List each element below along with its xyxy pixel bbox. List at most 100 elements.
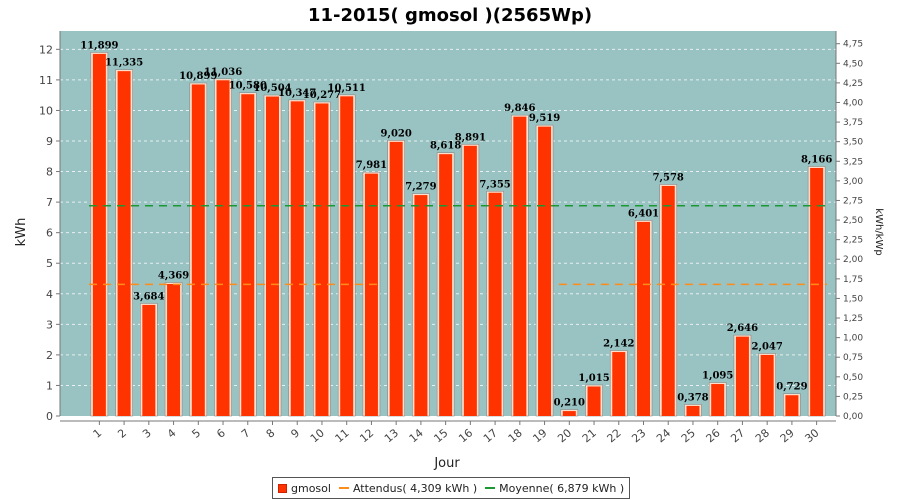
bar xyxy=(513,116,527,417)
bar xyxy=(735,336,749,416)
legend-label-gmosol: gmosol xyxy=(291,481,331,495)
data-label: 11,899 xyxy=(80,40,118,51)
bar xyxy=(167,284,181,416)
y-axis-right-label: kWh/kWp xyxy=(873,208,884,255)
y-tick-label: 10 xyxy=(39,104,53,117)
y-tick-label: 0 xyxy=(46,410,53,423)
y-right-tick-label: 0,25 xyxy=(843,392,863,402)
data-label: 6,401 xyxy=(628,208,659,219)
bar xyxy=(414,195,428,416)
data-label: 0,210 xyxy=(554,398,585,409)
y-tick-label: 7 xyxy=(46,196,53,209)
data-label: 7,578 xyxy=(653,172,684,183)
bar xyxy=(439,154,453,416)
bar xyxy=(389,141,403,416)
bar xyxy=(266,96,279,417)
x-tick-label: 13 xyxy=(382,426,401,445)
bar xyxy=(538,126,552,417)
bar xyxy=(686,405,700,416)
reference-lines xyxy=(89,205,827,286)
legend-label-moyenne: Moyenne( 6,879 kWh ) xyxy=(499,481,625,495)
legend-item-attendus: Attendus( 4,309 kWh ) xyxy=(338,482,477,495)
data-label: 1,015 xyxy=(578,373,609,384)
bar xyxy=(315,103,329,416)
data-label: 7,279 xyxy=(405,182,436,193)
y-right-tick-label: 2,75 xyxy=(843,196,863,206)
x-tick-label: 12 xyxy=(357,426,376,445)
y-tick-label: 3 xyxy=(46,318,53,331)
x-tick-label: 26 xyxy=(704,426,723,445)
y-tick-label: 5 xyxy=(46,257,53,270)
bar xyxy=(785,395,799,416)
bar xyxy=(216,80,230,417)
y-tick-label: 9 xyxy=(46,135,53,148)
data-label: 8,166 xyxy=(801,154,832,165)
y-right-tick-label: 2,00 xyxy=(843,255,863,265)
chart-title: 11-2015( gmosol )(2565Wp) xyxy=(308,5,592,26)
y-right-tick-label: 0,75 xyxy=(843,353,863,363)
legend: gmosol Attendus( 4,309 kWh ) Moyenne( 6,… xyxy=(272,477,631,499)
y-right-tick-label: 3,00 xyxy=(843,177,863,187)
x-tick-label: 22 xyxy=(605,426,624,445)
data-label: 8,618 xyxy=(430,141,461,152)
bar xyxy=(142,304,156,416)
bar xyxy=(661,185,675,416)
y-right-tick-label: 3,50 xyxy=(843,138,863,148)
data-label: 9,020 xyxy=(381,128,412,139)
x-tick-label: 2 xyxy=(115,426,129,440)
data-label: 2,646 xyxy=(727,323,758,334)
y-right-tick-label: 0,50 xyxy=(843,373,863,383)
y-tick-label: 2 xyxy=(46,349,53,362)
bar xyxy=(191,84,205,416)
bar xyxy=(364,173,378,416)
x-tick-label: 7 xyxy=(239,426,253,440)
x-tick-label: 16 xyxy=(456,426,475,445)
axes: 01234567891011120,000,250,500,751,001,25… xyxy=(39,31,863,445)
x-tick-label: 1 xyxy=(91,426,105,440)
y-right-tick-label: 3,75 xyxy=(843,118,863,128)
data-label: 10,277 xyxy=(303,90,341,101)
bar xyxy=(488,192,502,416)
data-label: 11,036 xyxy=(204,67,242,78)
legend-item-gmosol: gmosol xyxy=(278,482,331,495)
x-tick-label: 21 xyxy=(580,426,599,445)
y-right-tick-label: 1,25 xyxy=(843,314,863,324)
bar xyxy=(760,354,774,416)
bar xyxy=(241,94,255,416)
y-tick-label: 4 xyxy=(46,288,53,301)
x-tick-label: 25 xyxy=(679,426,698,445)
bar-series xyxy=(90,52,826,417)
data-label: 9,519 xyxy=(529,113,560,124)
x-axis-label: Jour xyxy=(433,456,460,471)
bar xyxy=(562,411,576,416)
legend-item-moyenne: Moyenne( 6,879 kWh ) xyxy=(485,482,624,495)
y-right-tick-label: 1,75 xyxy=(843,275,863,285)
x-tick-label: 11 xyxy=(333,426,352,445)
y-axis-label: kWh xyxy=(14,218,29,247)
data-label: 7,355 xyxy=(479,179,510,190)
data-label: 10,511 xyxy=(328,83,366,94)
y-tick-label: 11 xyxy=(39,74,53,87)
bar xyxy=(612,352,626,416)
y-right-tick-label: 1,00 xyxy=(843,334,863,344)
legend-swatch-attendus xyxy=(338,487,349,489)
data-label: 10,899 xyxy=(179,71,217,82)
data-label: 10,347 xyxy=(278,88,316,99)
data-label: 9,846 xyxy=(504,103,535,114)
data-label: 4,369 xyxy=(158,271,189,282)
bar xyxy=(711,384,725,416)
data-label: 10,580 xyxy=(229,81,267,92)
y-tick-label: 8 xyxy=(46,166,53,179)
x-tick-label: 30 xyxy=(802,426,821,445)
data-label: 2,142 xyxy=(603,339,634,350)
y-right-tick-label: 2,25 xyxy=(843,236,863,246)
data-label: 1,095 xyxy=(702,371,733,382)
y-right-tick-label: 0,00 xyxy=(843,412,863,422)
y-right-tick-label: 3,25 xyxy=(843,157,863,167)
data-label: 3,684 xyxy=(133,291,164,302)
y-right-tick-label: 4,50 xyxy=(843,59,863,69)
y-tick-label: 1 xyxy=(46,379,53,392)
x-tick-label: 29 xyxy=(778,426,797,445)
